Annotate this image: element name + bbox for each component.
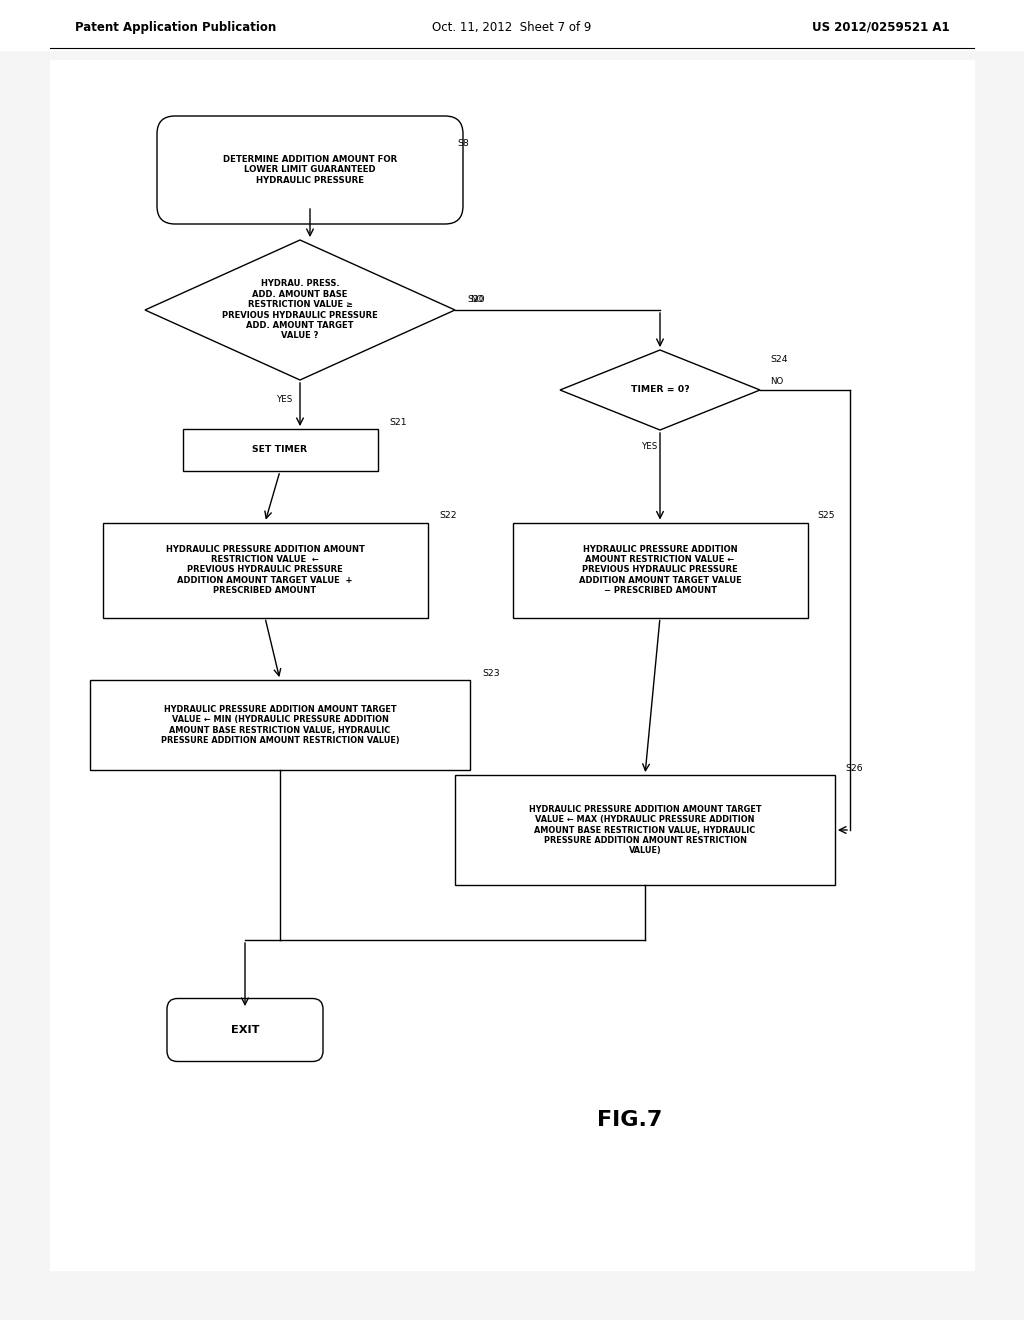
Text: S24: S24	[770, 355, 787, 364]
Text: US 2012/0259521 A1: US 2012/0259521 A1	[812, 21, 950, 33]
FancyBboxPatch shape	[157, 116, 463, 224]
Text: FIG.7: FIG.7	[597, 1110, 663, 1130]
Polygon shape	[145, 240, 455, 380]
Text: HYDRAULIC PRESSURE ADDITION AMOUNT TARGET
VALUE ← MIN (HYDRAULIC PRESSURE ADDITI: HYDRAULIC PRESSURE ADDITION AMOUNT TARGE…	[161, 705, 399, 744]
Text: S21: S21	[389, 418, 408, 426]
Text: SET TIMER: SET TIMER	[253, 446, 307, 454]
Text: EXIT: EXIT	[230, 1026, 259, 1035]
Text: HYDRAU. PRESS.
ADD. AMOUNT BASE
RESTRICTION VALUE ≥
PREVIOUS HYDRAULIC PRESSURE
: HYDRAU. PRESS. ADD. AMOUNT BASE RESTRICT…	[222, 280, 378, 341]
Bar	[90, 680, 470, 770]
Text: S25: S25	[817, 511, 835, 520]
Polygon shape	[560, 350, 760, 430]
Text: YES: YES	[642, 442, 658, 451]
Text: YES: YES	[276, 395, 293, 404]
Text: DETERMINE ADDITION AMOUNT FOR
LOWER LIMIT GUARANTEED
HYDRAULIC PRESSURE: DETERMINE ADDITION AMOUNT FOR LOWER LIMI…	[223, 154, 397, 185]
Text: S23: S23	[482, 669, 500, 678]
Text: S22: S22	[439, 511, 457, 520]
Bar	[102, 523, 427, 618]
Text: Oct. 11, 2012  Sheet 7 of 9: Oct. 11, 2012 Sheet 7 of 9	[432, 21, 592, 33]
FancyBboxPatch shape	[167, 998, 323, 1061]
Bar	[0, 0, 1024, 50]
Text: HYDRAULIC PRESSURE ADDITION AMOUNT TARGET
VALUE ← MAX (HYDRAULIC PRESSURE ADDITI: HYDRAULIC PRESSURE ADDITION AMOUNT TARGE…	[528, 805, 761, 855]
Text: HYDRAULIC PRESSURE ADDITION
AMOUNT RESTRICTION VALUE ←
PREVIOUS HYDRAULIC PRESSU: HYDRAULIC PRESSURE ADDITION AMOUNT RESTR…	[579, 545, 741, 595]
Bar	[182, 429, 378, 471]
Text: S20: S20	[467, 294, 484, 304]
Text: NO: NO	[470, 296, 483, 305]
Bar	[455, 775, 835, 884]
Text: S26: S26	[845, 764, 862, 774]
Text: TIMER = 0?: TIMER = 0?	[631, 385, 689, 395]
Text: HYDRAULIC PRESSURE ADDITION AMOUNT
RESTRICTION VALUE  ←
PREVIOUS HYDRAULIC PRESS: HYDRAULIC PRESSURE ADDITION AMOUNT RESTR…	[166, 545, 365, 595]
Text: Patent Application Publication: Patent Application Publication	[75, 21, 276, 33]
Text: S8: S8	[457, 139, 469, 148]
Text: NO: NO	[770, 378, 783, 387]
Bar	[512, 523, 808, 618]
